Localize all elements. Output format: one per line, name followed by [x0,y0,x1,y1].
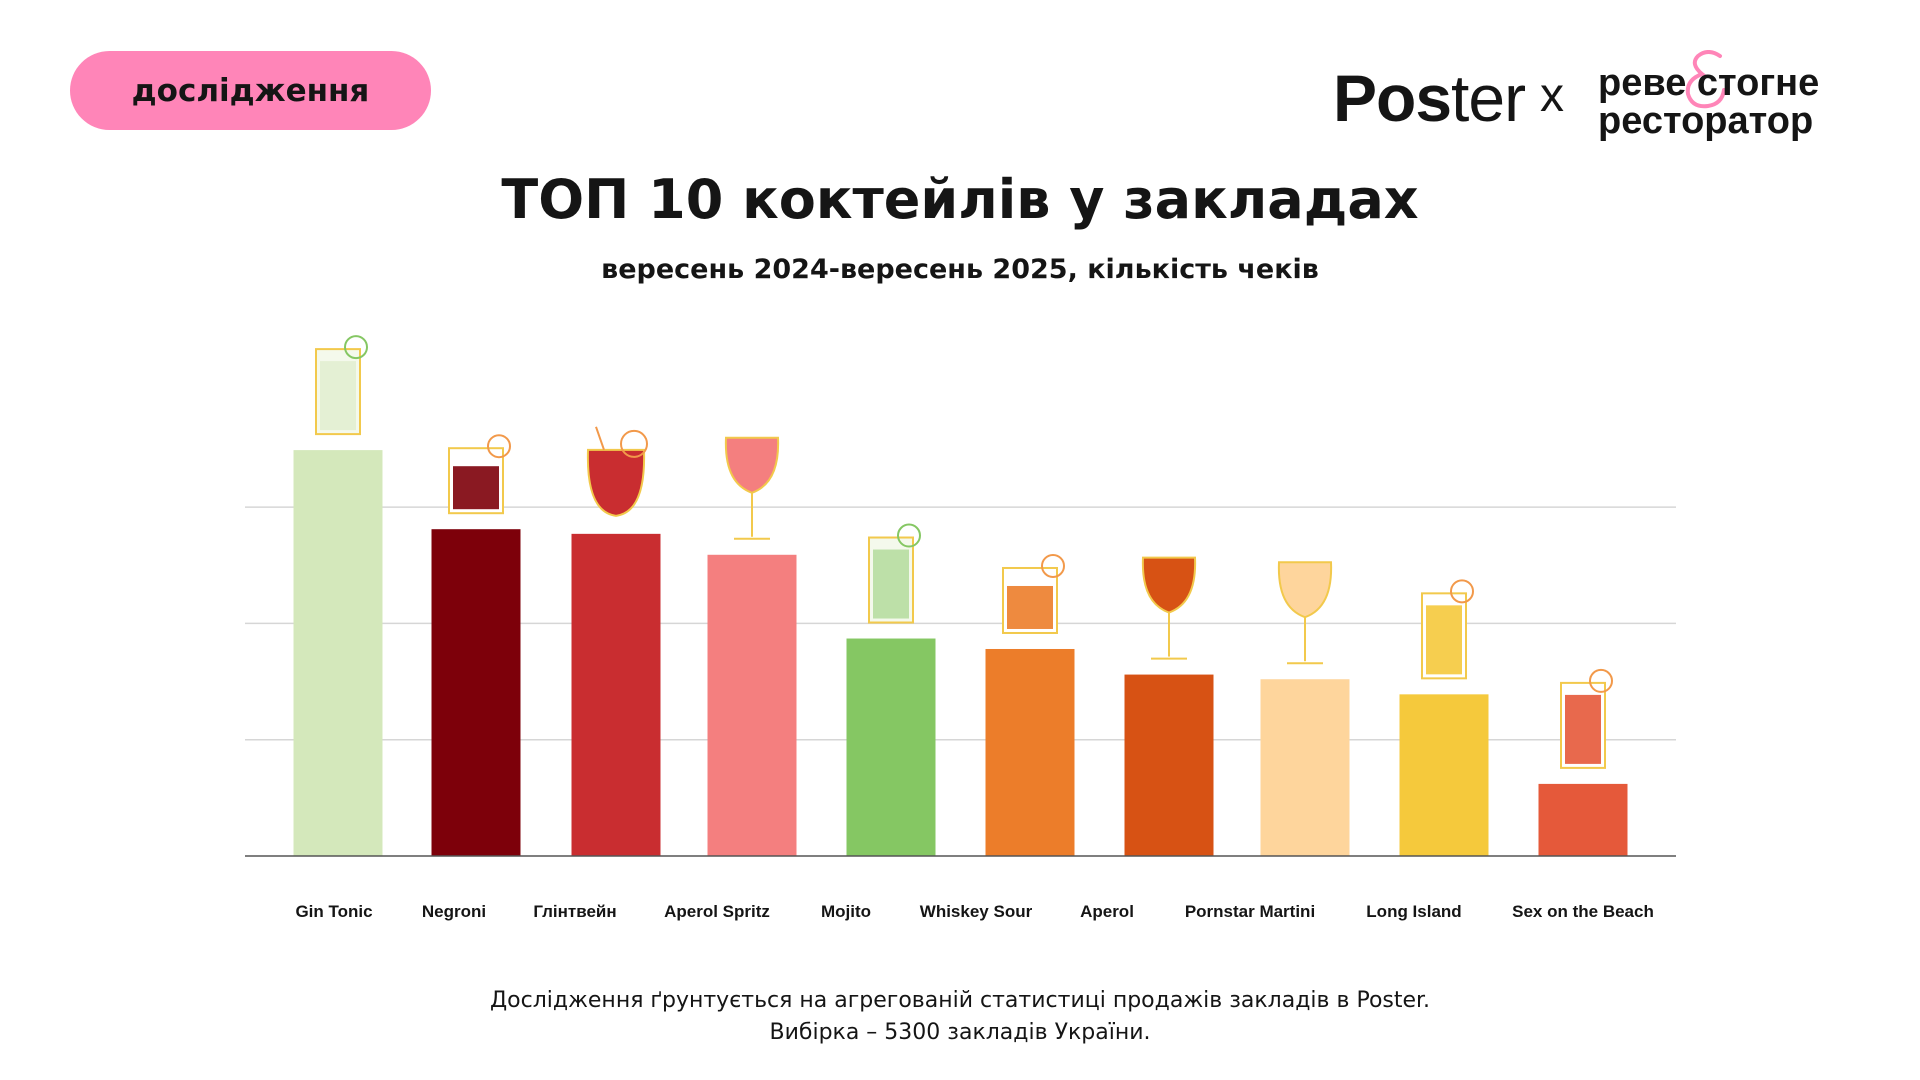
category-label: Mojito [821,902,871,921]
bar-sex-on-the-beach [1538,783,1628,856]
footer-line-2: Вибірка – 5300 закладів України. [769,1020,1151,1045]
mojito-glass-icon [868,523,921,624]
category-label: Long Island [1366,902,1461,921]
aperol-glass-icon [1141,556,1197,660]
research-badge: дослідження [70,51,431,130]
category-label: Глінтвейн [533,902,616,921]
footer-line-1: Дослідження ґрунтується на агрегованій с… [489,988,1431,1013]
category-label: Negroni [422,902,486,921]
whiskey-sour-glass-icon [1002,553,1065,634]
bar-negroni [431,529,521,856]
chart-subtitle: вересень 2024-вересень 2025, кількість ч… [601,254,1319,285]
long-island-glass-icon [1421,579,1474,680]
bar-gin-tonic [293,450,383,856]
mulled-wine-glass-icon [586,426,648,517]
badge-label: дослідження [131,72,370,109]
gin-tonic-glass-icon [315,335,368,436]
category-label: Whiskey Sour [920,902,1033,921]
partner-logo: реве стогне ресторатор [1598,62,1820,142]
partner-logo-ampersand-icon [1685,50,1726,109]
pornstar-martini-glass-icon [1277,561,1333,665]
bar-глінтвейн [571,533,661,856]
footer-note: Дослідження ґрунтується на агрегованій с… [0,985,1920,1049]
category-label: Pornstar Martini [1185,902,1315,921]
negroni-glass-icon [448,434,511,515]
category-label: Aperol [1080,902,1134,921]
poster-logo: Poster [1333,61,1526,135]
bar-pornstar-martini [1260,679,1350,856]
bar-long-island [1399,694,1489,856]
bar-mojito [846,638,936,856]
category-label: Aperol Spritz [664,902,770,921]
bar-aperol-spritz [707,554,797,856]
logo-separator: x [1540,69,1564,122]
aperol-spritz-glass-icon [724,436,780,540]
bar-aperol [1124,674,1214,856]
chart-title: ТОП 10 коктейлів у закладах [501,168,1419,231]
bar-whiskey-sour [985,648,1075,856]
category-label: Gin Tonic [295,902,372,921]
category-label: Sex on the Beach [1512,902,1654,921]
sex-on-the-beach-glass-icon [1560,668,1613,769]
